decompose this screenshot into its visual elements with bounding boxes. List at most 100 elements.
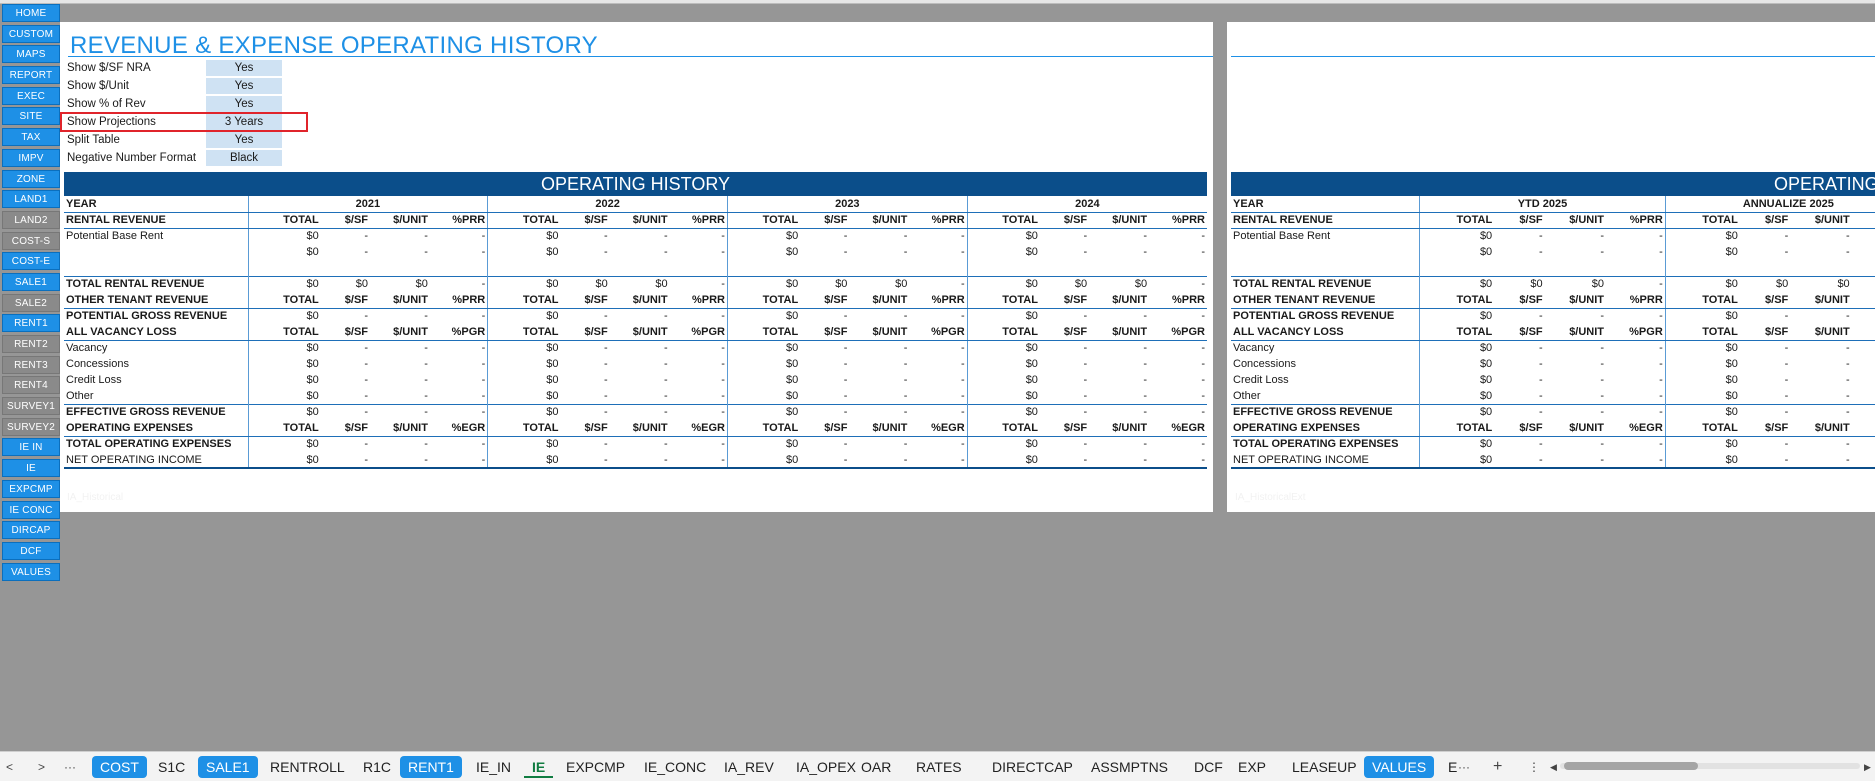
cell[interactable]: -	[609, 307, 670, 324]
cell[interactable]: $/SF	[800, 324, 850, 341]
cell[interactable]: -	[1039, 452, 1090, 469]
cell[interactable]: $0	[726, 452, 801, 469]
cell[interactable]: -	[1089, 435, 1150, 452]
cell[interactable]: $0	[1664, 356, 1740, 372]
nav-button-sale1[interactable]: SALE1	[2, 272, 60, 291]
cell[interactable]: -	[1143, 246, 1148, 258]
cell[interactable]: $0	[966, 452, 1040, 469]
cell[interactable]: $/UNIT	[370, 292, 430, 309]
cell[interactable]: -	[604, 358, 608, 370]
cell[interactable]: -	[909, 435, 968, 452]
cell[interactable]: -	[1149, 452, 1207, 469]
cell[interactable]: $/UNIT	[1790, 292, 1852, 309]
cell[interactable]: -	[961, 358, 965, 370]
cell[interactable]: -	[663, 230, 668, 243]
cell[interactable]: -	[1846, 230, 1850, 243]
cell[interactable]: -	[370, 435, 430, 452]
cell[interactable]: $/SF	[320, 292, 370, 309]
horizontal-scrollbar[interactable]	[1560, 757, 1860, 773]
cell[interactable]: -	[1149, 275, 1207, 292]
cell[interactable]: $0	[966, 372, 1040, 388]
sheet-tab-directcap[interactable]: DIRECTCAP	[992, 759, 1073, 775]
cell[interactable]: $0	[247, 356, 321, 372]
cell[interactable]: -	[1494, 435, 1545, 452]
sheet-tab-rates[interactable]: RATES	[916, 759, 962, 775]
cell[interactable]: TOTAL	[1419, 420, 1495, 437]
cell[interactable]: -	[424, 342, 428, 355]
cell[interactable]: %EGR	[429, 420, 488, 437]
cell[interactable]: %EGR	[1606, 420, 1666, 437]
cell[interactable]: -	[364, 374, 368, 386]
cell[interactable]: -	[1538, 374, 1543, 386]
cell[interactable]: -	[1846, 374, 1850, 386]
cell[interactable]: $/SF	[800, 420, 850, 437]
cell[interactable]: TOTAL	[1419, 212, 1495, 229]
cell[interactable]: $/SF	[1739, 324, 1791, 341]
cell[interactable]: %PRR	[429, 212, 488, 229]
cell[interactable]: $0	[966, 307, 1040, 324]
cell[interactable]: $0	[247, 435, 321, 452]
cell[interactable]: $/SF	[1739, 292, 1791, 309]
cell[interactable]	[1040, 260, 1089, 276]
cell[interactable]: -	[800, 452, 850, 469]
nav-button-cost-e[interactable]: COST-E	[2, 252, 60, 271]
cell[interactable]: $0	[247, 307, 321, 324]
cell[interactable]: -	[604, 389, 608, 402]
cell[interactable]: -	[1083, 358, 1088, 370]
cell[interactable]: -	[481, 389, 486, 402]
nav-button-impv[interactable]: IMPV	[2, 148, 60, 167]
cell[interactable]: $0	[966, 228, 1040, 244]
cell[interactable]: -	[721, 342, 725, 355]
cell[interactable]: -	[424, 374, 428, 386]
cell[interactable]: $0	[800, 275, 850, 292]
cell[interactable]: %EGR	[1851, 420, 1875, 437]
cell[interactable]: -	[604, 342, 608, 355]
cell[interactable]: -	[1083, 389, 1088, 402]
cell[interactable]: $/UNIT	[609, 212, 670, 229]
cell[interactable]: -	[1739, 307, 1791, 324]
nav-button-sale2[interactable]: SALE2	[2, 293, 60, 312]
cell[interactable]: TOTAL	[247, 292, 321, 309]
cell[interactable]: $/UNIT	[370, 212, 430, 229]
cell[interactable]: $0	[487, 403, 561, 420]
cell[interactable]: $/SF	[1494, 420, 1545, 437]
cell[interactable]: -	[1538, 230, 1543, 243]
cell[interactable]: $0	[1790, 275, 1852, 292]
cell[interactable]: -	[424, 389, 428, 402]
cell[interactable]: -	[364, 230, 368, 243]
cell[interactable]: $0	[247, 244, 321, 260]
cell[interactable]	[610, 260, 670, 276]
nav-button-custom[interactable]: CUSTOM	[2, 24, 60, 43]
cell[interactable]: %EGR	[1149, 420, 1207, 437]
cell[interactable]: $0	[726, 372, 801, 388]
sheet-tab-ia-rev[interactable]: IA_REV	[724, 759, 774, 775]
cell[interactable]: TOTAL	[1664, 324, 1740, 341]
next-sheet-button[interactable]: >	[38, 760, 46, 774]
cell[interactable]: $/UNIT	[1544, 324, 1607, 341]
cell[interactable]: $0	[966, 388, 1040, 404]
cell[interactable]: -	[1143, 358, 1148, 370]
cell[interactable]: -	[1149, 307, 1207, 324]
cell[interactable]: $0	[487, 452, 561, 469]
cell[interactable]: -	[481, 342, 486, 355]
cell[interactable]: $0	[726, 435, 801, 452]
nav-button-land2[interactable]: LAND2	[2, 210, 60, 229]
cell[interactable]	[247, 260, 321, 276]
cell[interactable]: -	[1600, 358, 1605, 370]
cell[interactable]: $/SF	[320, 212, 370, 229]
cell[interactable]: -	[1851, 403, 1875, 420]
cell[interactable]: $/SF	[560, 324, 610, 341]
cell[interactable]: -	[424, 246, 428, 258]
cell[interactable]: -	[1600, 342, 1605, 355]
cell[interactable]: -	[1201, 389, 1205, 402]
scrollbar-thumb[interactable]	[1564, 762, 1698, 770]
cell[interactable]: $/UNIT	[1790, 212, 1852, 229]
cell[interactable]: -	[1790, 307, 1852, 324]
nav-button-expcmp[interactable]: EXPCMP	[2, 479, 60, 498]
cell[interactable]: $/SF	[1494, 324, 1545, 341]
cell[interactable]: $/UNIT	[849, 420, 910, 437]
cell[interactable]: -	[663, 342, 668, 355]
nav-button-site[interactable]: SITE	[2, 107, 60, 126]
cell[interactable]: -	[1852, 388, 1875, 404]
cell[interactable]: -	[909, 307, 968, 324]
